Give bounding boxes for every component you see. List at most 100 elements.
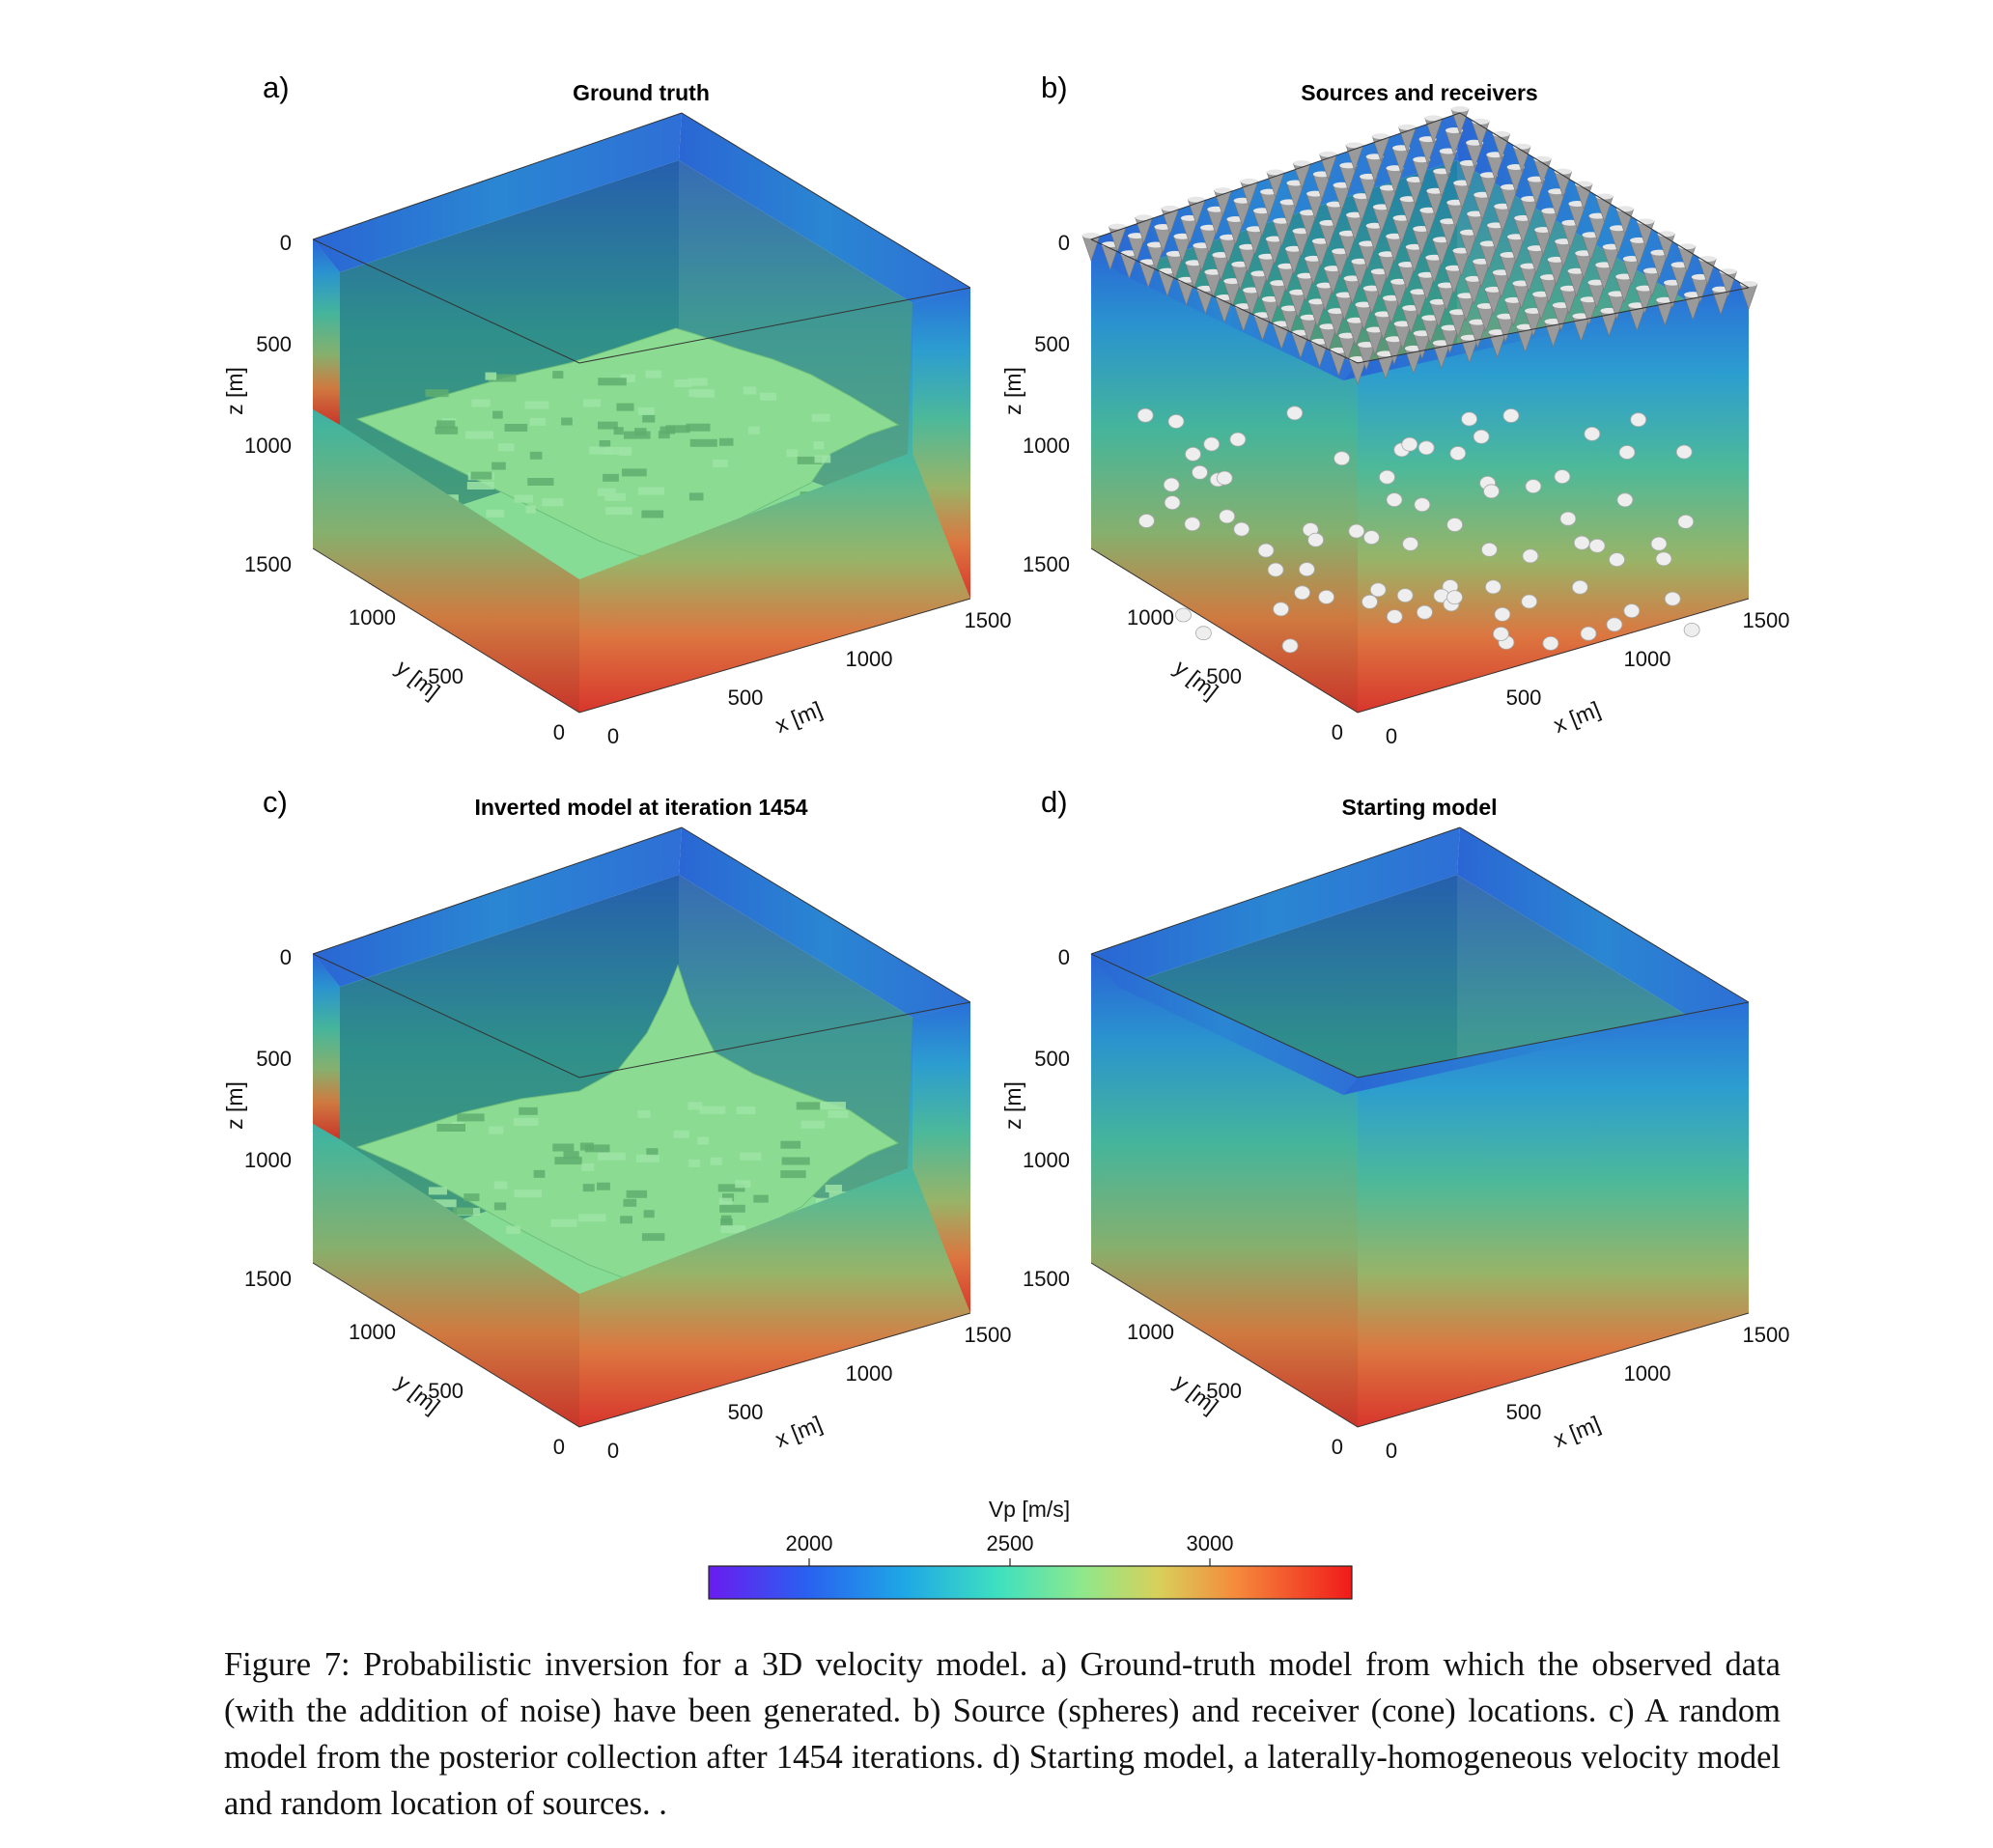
y-tick: 0: [1332, 1435, 1343, 1459]
x-tick: 1000: [846, 647, 893, 671]
y-axis-label: y [m]: [1169, 655, 1222, 704]
panel-title: Inverted model at iteration 1454: [474, 795, 807, 820]
y-tick: 1000: [349, 605, 396, 630]
source-sphere: [1402, 536, 1418, 551]
source-sphere: [1606, 617, 1623, 632]
source-sphere: [1554, 469, 1571, 485]
z-tick: 1500: [244, 552, 292, 576]
source-sphere: [1137, 407, 1154, 423]
source-sphere: [1361, 594, 1378, 609]
z-tick: 1500: [1023, 552, 1070, 576]
y-tick: 1000: [1127, 1320, 1174, 1344]
source-sphere: [1414, 497, 1431, 513]
source-sphere: [1286, 406, 1304, 421]
x-axis-label: x [m]: [772, 1411, 826, 1452]
source-sphere: [1588, 538, 1606, 553]
front-right-face: [1358, 1002, 1749, 1427]
source-sphere: [1396, 588, 1414, 602]
top-rim-back-right: [679, 827, 970, 1018]
source-sphere: [1257, 543, 1275, 558]
y-axis-label: y [m]: [391, 655, 444, 704]
x-tick: 1500: [1743, 1323, 1790, 1347]
source-sphere: [1461, 411, 1477, 427]
z-tick: 0: [280, 945, 292, 969]
z-axis-label: z [m]: [1000, 367, 1025, 415]
panel-title: Ground truth: [573, 80, 710, 105]
panel-title: Sources and receivers: [1301, 80, 1537, 105]
panel-letter: a): [263, 70, 290, 104]
source-sphere: [1473, 429, 1490, 444]
source-sphere: [1571, 579, 1588, 595]
source-sphere: [1418, 440, 1435, 456]
source-sphere: [1184, 517, 1201, 532]
source-sphere: [1446, 518, 1463, 532]
source-sphere: [1348, 523, 1365, 539]
z-axis-label: z [m]: [222, 367, 247, 415]
colorbar-tick-3000: 3000: [1187, 1531, 1234, 1555]
source-sphere: [1609, 552, 1625, 567]
z-tick: 500: [1034, 332, 1070, 356]
z-tick: 500: [256, 332, 292, 356]
panel-a: 0 500 1000 1500 z [m] 1000 500 0 y [m] 0 500 1000 15…: [222, 70, 1011, 748]
source-sphere: [1379, 469, 1395, 485]
front-right-edge-strip: [912, 1002, 970, 1313]
source-sphere: [1559, 511, 1577, 526]
source-sphere: [1584, 426, 1601, 441]
panel-b: 0 500 1000 1500 z [m] 1000 500 0 y [m] 0 500 1000 15…: [1000, 70, 1789, 748]
source-sphere: [1369, 582, 1387, 598]
source-sphere: [1299, 562, 1315, 576]
y-tick: 500: [428, 1379, 463, 1403]
y-tick: 500: [1206, 1379, 1242, 1403]
x-tick: 1500: [1743, 608, 1790, 632]
source-sphere: [1630, 412, 1647, 428]
x-tick: 0: [1386, 724, 1397, 748]
source-sphere: [1167, 414, 1185, 429]
source-sphere: [1164, 495, 1181, 510]
source-sphere: [1363, 530, 1380, 545]
source-sphere: [1521, 594, 1538, 609]
x-tick: 0: [607, 724, 619, 748]
panel-letter: d): [1041, 785, 1068, 819]
axes: 0 500 1000 1500 z [m] 1000 500 0 y [m] 0 500 1000 15…: [222, 945, 1011, 1463]
top-rim-back-left: [313, 827, 682, 987]
source-sphere: [1273, 602, 1289, 617]
top-rim-back-left: [313, 113, 682, 272]
source-sphere: [1194, 626, 1212, 641]
source-sphere: [1216, 470, 1233, 486]
y-tick: 500: [428, 664, 463, 688]
source-sphere: [1219, 509, 1236, 524]
source-sphere: [1175, 607, 1192, 623]
source-sphere: [1525, 479, 1542, 494]
source-sphere: [1623, 603, 1641, 618]
z-tick: 0: [1058, 945, 1070, 969]
source-sphere: [1267, 562, 1284, 577]
z-tick: 1000: [244, 434, 292, 458]
colorbar-label: Vp [m/s]: [989, 1497, 1070, 1522]
x-tick: 1500: [965, 608, 1012, 632]
colorbar-tick-2500: 2500: [987, 1531, 1034, 1555]
panel-d: 0 500 1000 1500 z [m] 1000 500 0 y [m] 0 500 1000 15…: [1000, 785, 1789, 1463]
top-rim-front-left: [1091, 954, 1358, 1095]
source-sphere: [1522, 548, 1539, 564]
source-sphere: [1483, 484, 1500, 499]
source-sphere: [1485, 579, 1502, 595]
front-right-face: [579, 288, 970, 713]
front-left-face: [313, 239, 579, 713]
source-sphere: [1192, 464, 1208, 480]
source-sphere: [1446, 590, 1463, 604]
source-sphere: [1494, 606, 1511, 622]
panel-c: 0 500 1000 1500 z [m] 1000 500 0 y [m] 0 500 1000 15…: [222, 785, 1011, 1463]
source-sphere: [1675, 444, 1693, 460]
top-rim-back-right: [1457, 827, 1749, 1018]
source-sphere: [1573, 535, 1590, 550]
x-axis-label: x [m]: [1550, 696, 1604, 738]
panel-letter: c): [263, 785, 288, 819]
x-axis-label: x [m]: [1550, 1411, 1604, 1452]
source-sphere: [1417, 604, 1433, 620]
y-tick: 1000: [1127, 605, 1174, 630]
source-sphere: [1683, 623, 1700, 637]
source-sphere: [1401, 436, 1418, 452]
source-sphere: [1449, 446, 1467, 461]
x-tick: 500: [1506, 1400, 1542, 1424]
source-sphere: [1233, 521, 1250, 537]
